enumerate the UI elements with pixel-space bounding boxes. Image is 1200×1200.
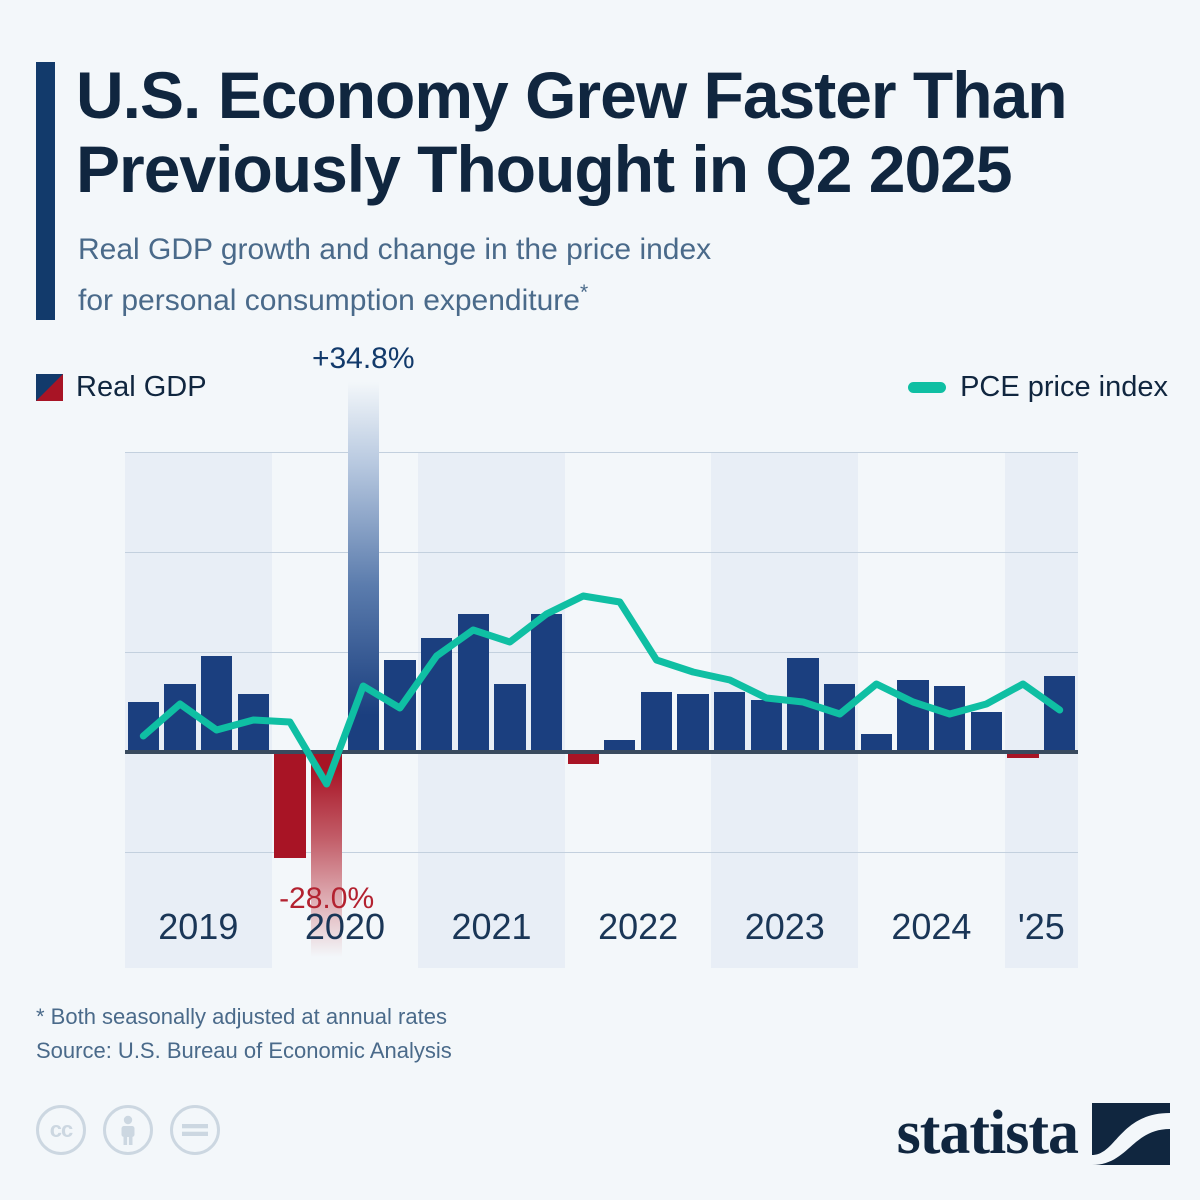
statista-mark-icon bbox=[1092, 1102, 1170, 1165]
bar-real-gdp[interactable] bbox=[640, 692, 673, 752]
footnotes: * Both seasonally adjusted at annual rat… bbox=[36, 1000, 452, 1068]
bar-real-gdp[interactable] bbox=[860, 734, 893, 752]
source-text: Source: U.S. Bureau of Economic Analysis bbox=[36, 1038, 452, 1063]
year-band-footer bbox=[125, 892, 272, 968]
pce-polyline bbox=[139, 592, 1064, 788]
bar-real-gdp[interactable] bbox=[604, 740, 636, 752]
cc-icon: cc bbox=[36, 1105, 86, 1155]
pce-price-index-line bbox=[139, 592, 1064, 788]
x-axis-year-label: 2022 bbox=[598, 906, 679, 947]
cc-nd-equals-icon bbox=[170, 1105, 220, 1155]
zero-line bbox=[125, 750, 1078, 754]
x-axis-year-label: 2023 bbox=[744, 906, 825, 947]
plot-area: 15%15%10%10%5%5%0%0%-5%-5%+34.8%-28.0% bbox=[125, 342, 1078, 957]
subtitle-line-2: for personal consumption expenditure* bbox=[78, 271, 1128, 322]
subtitle-asterisk: * bbox=[579, 281, 589, 304]
bar-real-gdp[interactable] bbox=[750, 700, 783, 752]
year-band-footer bbox=[711, 892, 859, 968]
gridline bbox=[125, 552, 1078, 553]
bar-real-gdp[interactable] bbox=[200, 656, 233, 752]
header: U.S. Economy Grew Faster Than Previously… bbox=[0, 0, 1200, 340]
gridline bbox=[125, 852, 1078, 853]
x-axis-year-label: 2020 bbox=[304, 906, 385, 947]
year-band-footer bbox=[1004, 892, 1078, 968]
page-subtitle: Real GDP growth and change in the price … bbox=[78, 228, 1128, 322]
title-line-2: Previously Thought in Q2 2025 bbox=[76, 132, 1013, 206]
page-title: U.S. Economy Grew Faster Than Previously… bbox=[76, 58, 1186, 206]
legend-real-gdp-label: Real GDP bbox=[76, 371, 207, 403]
year-band bbox=[125, 452, 272, 920]
subtitle-line-1: Real GDP growth and change in the price … bbox=[78, 233, 712, 266]
legend-pce[interactable]: PCE price index bbox=[908, 371, 1168, 404]
bar-real-gdp[interactable] bbox=[677, 694, 709, 752]
bar-real-gdp[interactable] bbox=[274, 752, 306, 858]
x-axis-year-label: 2024 bbox=[891, 906, 972, 947]
cc-by-person-icon bbox=[103, 1105, 153, 1155]
person-glyph bbox=[121, 1115, 135, 1145]
legend-pce-label: PCE price index bbox=[960, 371, 1168, 403]
x-axis-year-label: '25 bbox=[1017, 906, 1065, 947]
accent-bar bbox=[36, 62, 55, 320]
bar-real-gdp[interactable] bbox=[824, 684, 856, 752]
bar-real-gdp[interactable] bbox=[494, 684, 526, 752]
bar-real-gdp[interactable] bbox=[714, 692, 746, 752]
x-axis-year-label: 2021 bbox=[451, 906, 532, 947]
gridline bbox=[125, 452, 1078, 453]
bar-real-gdp[interactable] bbox=[1007, 752, 1039, 758]
legend-swatch-icon bbox=[36, 374, 63, 401]
creative-commons-icons: cc bbox=[36, 1105, 220, 1155]
bar-real-gdp[interactable] bbox=[567, 752, 599, 764]
annotation-low-value: -28.0% bbox=[279, 882, 375, 915]
statista-wordmark: statista bbox=[896, 1099, 1079, 1167]
year-band-footer bbox=[418, 892, 565, 968]
legend-real-gdp[interactable]: Real GDP bbox=[36, 371, 207, 404]
equals-glyph bbox=[182, 1124, 208, 1136]
bar-real-gdp[interactable] bbox=[970, 712, 1003, 752]
bar-real-gdp[interactable] bbox=[934, 686, 966, 752]
bar-real-gdp[interactable] bbox=[897, 680, 929, 752]
bar-real-gdp[interactable] bbox=[1044, 676, 1076, 752]
subtitle-line-2-text: for personal consumption expenditure bbox=[78, 284, 580, 317]
gridline bbox=[125, 652, 1078, 653]
footnote-text: * Both seasonally adjusted at annual rat… bbox=[36, 1004, 447, 1029]
annotation-high-value: +34.8% bbox=[311, 342, 415, 375]
bar-real-gdp[interactable] bbox=[164, 684, 196, 752]
title-line-1: U.S. Economy Grew Faster Than bbox=[76, 58, 1068, 132]
bar-real-gdp[interactable] bbox=[530, 614, 563, 752]
cc-icon-label: cc bbox=[49, 1117, 74, 1142]
legend-line-icon bbox=[908, 382, 947, 393]
statista-logo[interactable]: statista bbox=[897, 1098, 1170, 1169]
chart-area: 15%15%10%10%5%5%0%0%-5%-5%+34.8%-28.0% bbox=[0, 342, 1200, 957]
x-axis-year-label: 2019 bbox=[158, 906, 239, 947]
x-axis: 2019 2020 2021 2022 2023 2024 '25 bbox=[125, 892, 1078, 968]
